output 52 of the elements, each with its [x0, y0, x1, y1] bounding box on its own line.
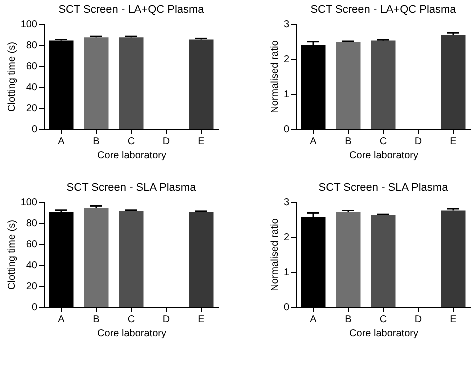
y-tick-label: 100	[20, 20, 38, 30]
x-tick-label: A	[58, 314, 66, 326]
chart-title: SCT Screen - LA+QC Plasma	[310, 4, 458, 16]
x-tick-label: B	[93, 136, 100, 148]
y-tick-label: 0	[32, 302, 38, 314]
x-tick-label: A	[58, 136, 66, 148]
y-tick-label: 20	[26, 104, 38, 114]
y-tick-label: 60	[26, 62, 38, 72]
x-tick-label: C	[128, 136, 136, 148]
x-tick-label: D	[414, 314, 422, 326]
y-tick-label: 2	[284, 232, 290, 244]
y-tick-label: 40	[26, 82, 38, 94]
x-tick-label: C	[380, 136, 388, 148]
chart-title: SCT Screen - LA+QC Plasma	[58, 4, 206, 16]
y-axis-title: Normalised ratio	[270, 218, 281, 292]
y-axis-title: Clotting time (s)	[6, 42, 18, 112]
y-tick-label: 20	[26, 282, 38, 292]
x-tick-label: E	[198, 314, 206, 326]
y-tick-label: 2	[284, 54, 290, 66]
x-tick-label: E	[450, 314, 458, 326]
x-tick-label: D	[162, 136, 170, 148]
y-axis-title: Normalised ratio	[270, 40, 281, 114]
x-axis-title: Core laboratory	[350, 328, 418, 340]
x-tick-label: B	[345, 136, 352, 148]
y-tick-label: 3	[284, 198, 290, 208]
y-axis-title: Clotting time (s)	[6, 220, 18, 290]
x-tick-label: C	[380, 314, 388, 326]
y-tick-label: 40	[26, 260, 38, 272]
y-tick-label: 0	[284, 124, 290, 136]
chart-title: SCT Screen - SLA Plasma	[318, 182, 450, 194]
x-axis-title: Core laboratory	[98, 150, 166, 162]
x-tick-label: E	[198, 136, 206, 148]
y-tick-label: 1	[284, 268, 290, 278]
x-tick-label: C	[128, 314, 136, 326]
x-tick-label: D	[162, 314, 170, 326]
x-tick-label: A	[310, 136, 318, 148]
x-tick-label: B	[345, 314, 352, 326]
y-tick-label: 0	[284, 302, 290, 314]
x-axis-title: Core laboratory	[350, 150, 418, 162]
y-tick-label: 100	[20, 198, 38, 208]
y-tick-label: 3	[284, 20, 290, 30]
y-tick-label: 60	[26, 240, 38, 250]
y-tick-label: 1	[284, 90, 290, 100]
y-tick-label: 0	[32, 124, 38, 136]
x-axis-title: Core laboratory	[98, 328, 166, 340]
x-tick-label: A	[310, 314, 318, 326]
x-tick-label: B	[93, 314, 100, 326]
y-tick-label: 80	[26, 218, 38, 230]
y-tick-label: 80	[26, 40, 38, 52]
chart-title: SCT Screen - SLA Plasma	[66, 182, 198, 194]
x-tick-label: E	[450, 136, 458, 148]
x-tick-label: D	[414, 136, 422, 148]
